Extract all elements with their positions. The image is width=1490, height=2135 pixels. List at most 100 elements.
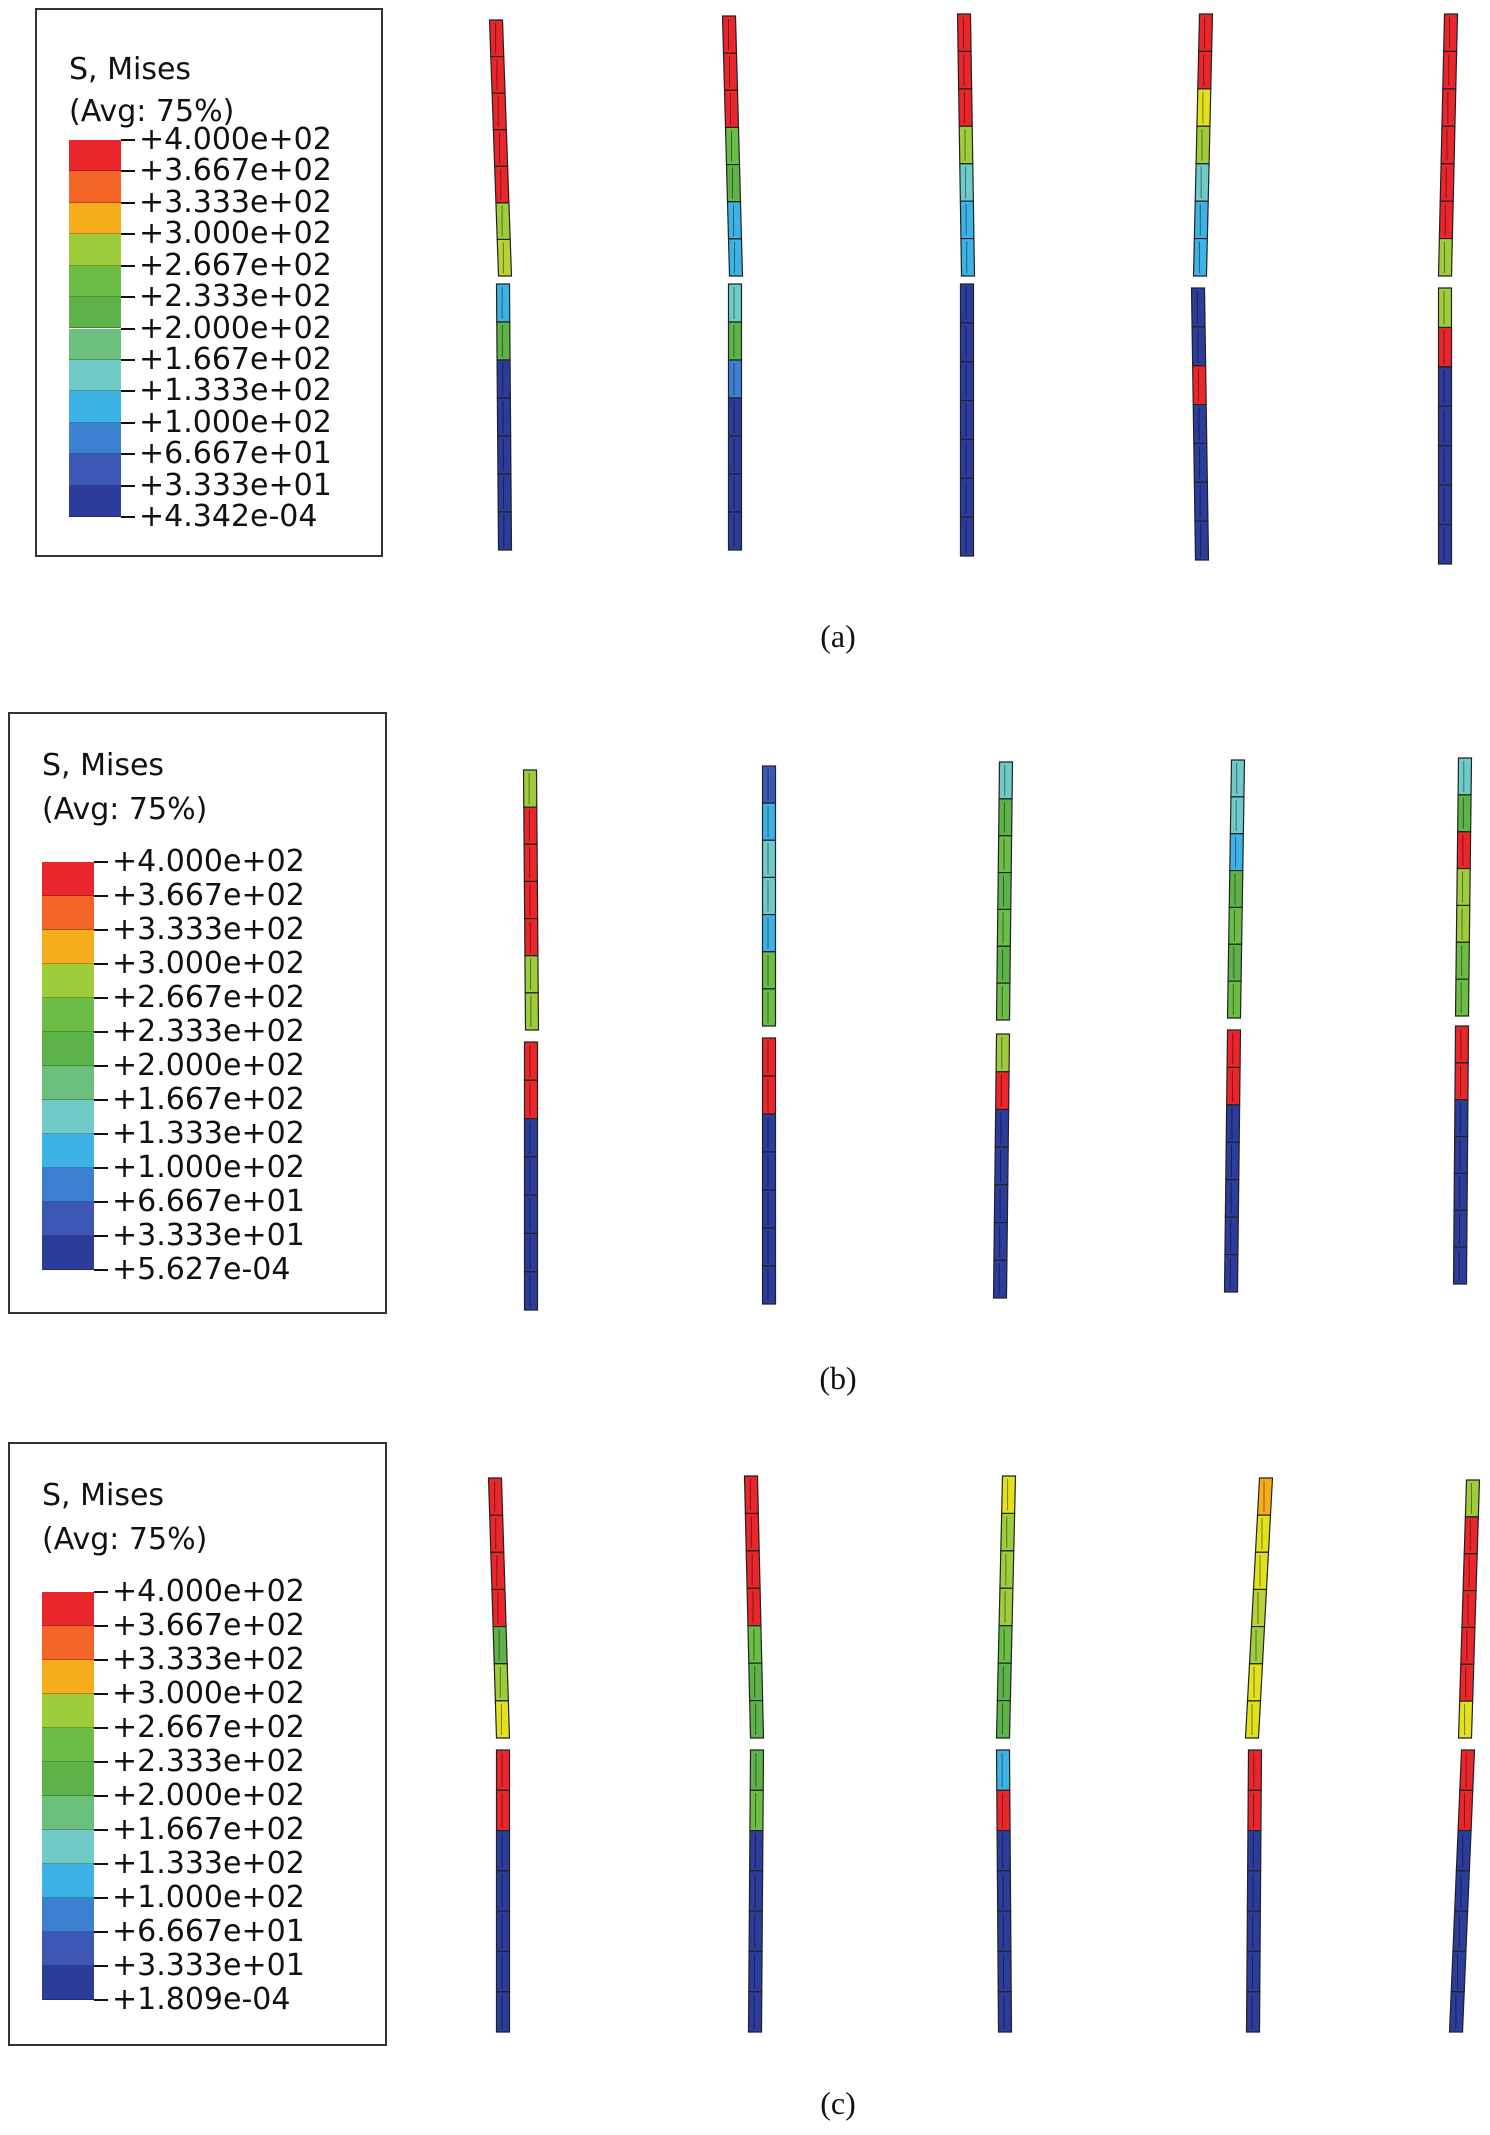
column-5-upper-element xyxy=(1441,88,1457,127)
column-2-upper-element xyxy=(726,201,743,240)
legend-swatch xyxy=(69,328,121,360)
column-4-lower-element xyxy=(1247,1829,1262,1872)
legend-value-label: +2.333e+02 xyxy=(112,1744,305,1779)
deformed-columns-a xyxy=(488,13,1459,565)
legend-swatch xyxy=(69,234,121,266)
column-4-upper-element xyxy=(1193,200,1209,240)
column-5-lower-element xyxy=(1437,405,1453,447)
legend-tick xyxy=(94,861,108,863)
legend-color-bar xyxy=(69,140,121,517)
column-5-lower-element xyxy=(1453,1172,1468,1211)
column-3-upper-element xyxy=(995,1699,1011,1739)
column-2-lower-element xyxy=(761,1037,777,1077)
column-4-upper-element xyxy=(1228,869,1244,909)
legend-swatch xyxy=(42,1830,94,1864)
legend-swatch xyxy=(42,1762,94,1796)
column-4-lower-element xyxy=(1192,365,1207,406)
column-1-lower-element xyxy=(523,1156,539,1196)
legend-title-line1: S, Mises xyxy=(42,1478,165,1513)
column-1-upper-element xyxy=(490,55,506,94)
column-2-upper-element xyxy=(721,15,738,54)
column-3-lower-element xyxy=(994,1146,1009,1186)
panel-a: S, Mises (Avg: 75%) +4.000e+02 +3.667e+02… xyxy=(0,0,1490,700)
column-1-upper-element xyxy=(492,129,509,167)
legend-value-label: +1.333e+02 xyxy=(112,1846,305,1881)
legend-swatch xyxy=(42,1864,94,1898)
column-1-lower-element xyxy=(523,1041,539,1081)
column-5-lower-element xyxy=(1454,1099,1469,1138)
column-2-upper-element xyxy=(727,238,744,277)
legend-swatch xyxy=(42,1898,94,1932)
column-4-lower-element xyxy=(1225,1104,1241,1143)
legend-tick xyxy=(121,421,135,424)
column-5-upper-element xyxy=(1443,13,1459,53)
column-2-lower-element xyxy=(761,1189,777,1229)
column-5-lower-element xyxy=(1454,1025,1470,1064)
legend-tick xyxy=(94,1235,108,1237)
legend-tick xyxy=(121,358,135,361)
column-1-upper-element xyxy=(494,1700,511,1739)
column-1-lower-element xyxy=(495,1789,511,1832)
legend-value-label: +1.333e+02 xyxy=(139,373,332,409)
column-2-upper-element xyxy=(761,802,777,841)
column-2-lower-element xyxy=(727,435,743,475)
column-5-upper-element xyxy=(1456,831,1472,870)
column-1-lower-element xyxy=(497,473,512,513)
legend-value-label: +3.333e+02 xyxy=(139,184,332,220)
column-2-lower-element xyxy=(727,397,743,437)
column-3-lower-element xyxy=(959,399,975,441)
caption-b: (b) xyxy=(819,1360,857,1396)
column-1-upper-element xyxy=(493,1663,509,1702)
column-4-upper-element xyxy=(1246,1663,1264,1702)
column-4-lower-element xyxy=(1224,1216,1239,1256)
column-2-lower-element xyxy=(749,1789,764,1832)
legend-c: S, Mises (Avg: 75%) +4.000e+02 +3.667e+02… xyxy=(8,1442,387,2046)
column-4-upper-element xyxy=(1195,125,1211,165)
legend-title-line2: (Avg: 75%) xyxy=(42,792,208,827)
column-5-upper-element xyxy=(1438,200,1454,240)
column-3-lower-element xyxy=(995,1033,1011,1073)
column-4-upper-element xyxy=(1250,1588,1268,1628)
column-4-upper-element xyxy=(1196,88,1212,127)
column-3-lower-element xyxy=(996,1870,1012,1912)
column-5-lower-element xyxy=(1453,1209,1468,1248)
column-1-upper-element xyxy=(489,1514,505,1553)
column-4-lower-element xyxy=(1194,520,1210,561)
legend-tick xyxy=(121,390,135,393)
column-2-lower-element xyxy=(727,359,743,399)
legend-value-label: +1.667e+02 xyxy=(139,341,332,377)
column-4-upper-element xyxy=(1192,237,1208,277)
column-3-upper-element xyxy=(995,982,1011,1021)
legend-value-label: +3.333e+01 xyxy=(112,1218,305,1253)
column-4-upper-element xyxy=(1229,833,1244,872)
legend-value-label: +3.667e+02 xyxy=(112,878,305,913)
column-3-upper-element xyxy=(1001,1475,1017,1515)
column-2-upper-element xyxy=(722,52,739,91)
column-5-upper-element xyxy=(1462,1553,1478,1592)
legend-tick xyxy=(94,1829,108,1831)
column-4-upper-element xyxy=(1197,50,1213,90)
column-1-upper-element xyxy=(492,1625,508,1665)
column-1-upper-element xyxy=(522,769,538,808)
column-2-upper-element xyxy=(761,988,777,1027)
column-4-upper-element xyxy=(1226,980,1242,1019)
column-3-upper-element xyxy=(959,163,974,202)
legend-b: S, Mises (Avg: 75%) +4.000e+02 +3.667e+02… xyxy=(8,712,387,1314)
legend-swatch xyxy=(42,1202,94,1236)
legend-swatch xyxy=(42,1932,94,1966)
legend-color-bar xyxy=(42,862,94,1270)
column-1-upper-element xyxy=(524,992,540,1031)
column-4-upper-element xyxy=(1229,796,1245,835)
column-4-lower-element xyxy=(1223,1253,1239,1293)
column-3-lower-element xyxy=(993,1221,1008,1261)
legend-swatch xyxy=(42,1066,94,1100)
column-4-lower-element xyxy=(1247,1789,1262,1832)
column-3-lower-element xyxy=(996,1829,1011,1872)
legend-swatch xyxy=(42,862,94,896)
legend-value-label: +3.333e+02 xyxy=(112,1642,305,1677)
column-1-upper-element xyxy=(524,955,539,994)
column-4-lower-element xyxy=(1225,1141,1240,1181)
column-3-lower-element xyxy=(997,1950,1012,1993)
column-3-upper-element xyxy=(999,1550,1015,1589)
column-4-lower-element xyxy=(1224,1179,1240,1218)
